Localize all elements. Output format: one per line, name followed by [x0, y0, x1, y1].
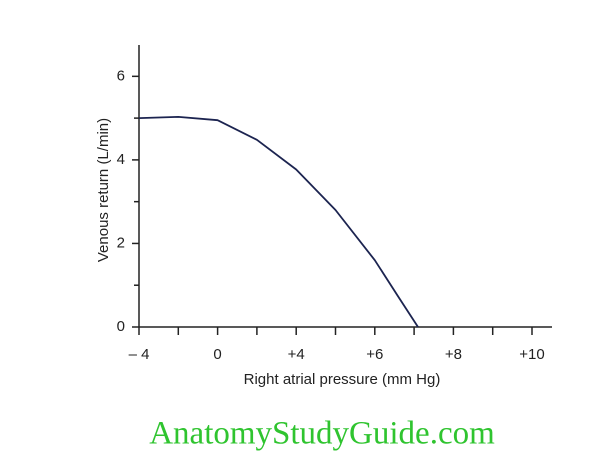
y-tick-label: 0: [117, 318, 125, 335]
y-axis-label: Venous return (L/min): [95, 118, 112, 262]
y-tick-label: 4: [117, 151, 125, 168]
x-tick-label: +4: [288, 346, 305, 363]
y-tick-label: 6: [117, 67, 125, 84]
x-tick-label: +8: [445, 346, 462, 363]
line-series: [138, 116, 419, 328]
x-tick-label: – 4: [129, 346, 150, 363]
watermark: AnatomyStudyGuide.com: [149, 416, 495, 452]
x-tick-label: +10: [519, 346, 544, 363]
y-tick-label: 2: [117, 234, 125, 251]
x-tick-label: +6: [366, 346, 383, 363]
x-axis-label: Right atrial pressure (mm Hg): [244, 371, 441, 388]
x-tick-label: 0: [213, 346, 221, 363]
